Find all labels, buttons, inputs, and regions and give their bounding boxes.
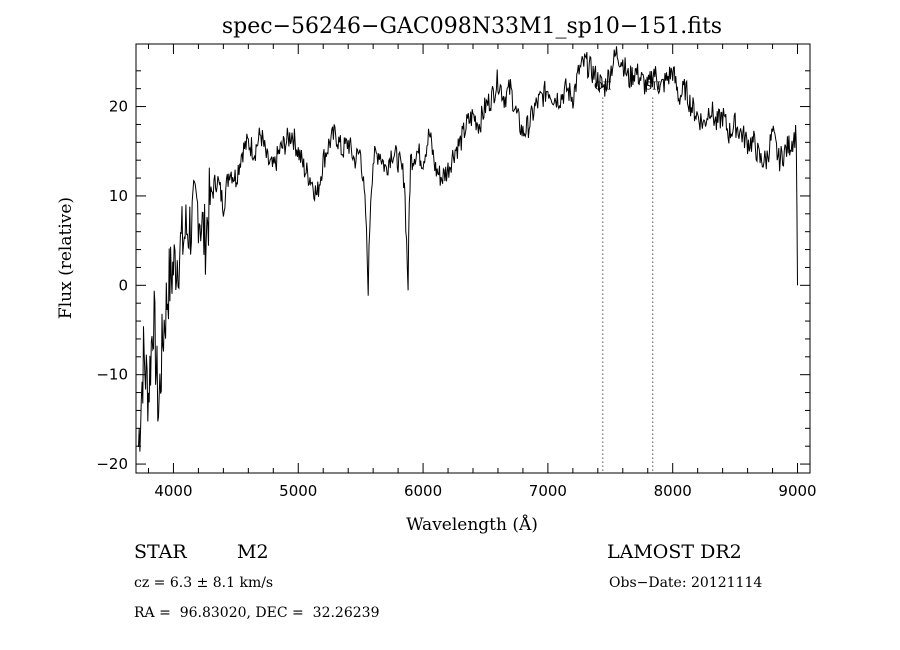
x-tick-label: 6000 — [404, 482, 442, 500]
survey-name: LAMOST DR2 — [607, 541, 742, 563]
subclass: M2 — [237, 541, 269, 563]
y-tick-label: 20 — [109, 98, 128, 116]
spectrum-line — [138, 46, 798, 452]
x-tick-label: 8000 — [654, 482, 692, 500]
x-tick-label: 5000 — [279, 482, 317, 500]
axis-ticks — [136, 44, 810, 473]
y-tick-label: 10 — [109, 187, 128, 205]
y-tick-label: −10 — [96, 366, 128, 384]
y-tick-label: −20 — [96, 455, 128, 473]
y-tick-labels: −20 −10 0 10 20 — [96, 98, 128, 474]
x-tick-label: 7000 — [529, 482, 567, 500]
obs-date: Obs−Date: 20121114 — [609, 575, 763, 591]
x-axis-label: Wavelength (Å) — [406, 514, 538, 535]
x-tick-label: 4000 — [154, 482, 192, 500]
x-tick-label: 9000 — [778, 482, 816, 500]
line-annotations: OII SII — [594, 80, 661, 473]
y-axis-label: Flux (relative) — [56, 197, 76, 319]
chart-title: spec−56246−GAC098N33M1_sp10−151.fits — [222, 14, 722, 39]
y-tick-label: 0 — [118, 276, 128, 294]
x-tick-labels: 4000 5000 6000 7000 8000 9000 — [154, 482, 816, 500]
coordinates: RA = 96.83020, DEC = 32.26239 — [134, 605, 380, 621]
object-type: STAR — [134, 541, 187, 563]
redshift-cz: cz = 6.3 ± 8.1 km/s — [134, 575, 274, 591]
